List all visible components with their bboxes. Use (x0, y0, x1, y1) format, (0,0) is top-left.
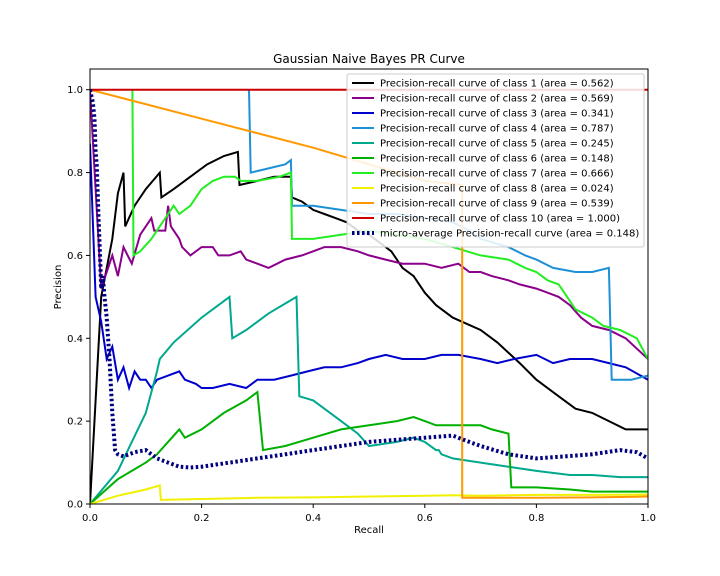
y-tick-label: 1.0 (67, 85, 83, 96)
x-tick-label: 1.0 (640, 513, 656, 524)
legend-entry: Precision-recall curve of class 8 (area … (380, 184, 614, 195)
series-line-5 (90, 295, 648, 504)
y-tick-label: 0.6 (67, 251, 83, 262)
legend-entry: Precision-recall curve of class 1 (area … (380, 79, 614, 90)
legend-entry: Precision-recall curve of class 2 (area … (380, 94, 614, 105)
legend-entry: Precision-recall curve of class 9 (area … (380, 199, 614, 210)
y-tick-label: 0.0 (67, 500, 83, 511)
y-tick-label: 0.8 (67, 168, 83, 179)
legend-entry: Precision-recall curve of class 10 (area… (380, 214, 620, 225)
plot-frame (89, 68, 649, 505)
x-axis-label: Recall (354, 525, 384, 536)
x-axis: 0.0 0.2 0.4 0.6 0.8 1.0 (82, 504, 656, 524)
legend-box (346, 73, 645, 248)
y-axis-label: Precision (53, 265, 64, 310)
legend-entry: Precision-recall curve of class 5 (area … (380, 139, 614, 150)
legend: Precision-recall curve of class 1 (area … (346, 73, 645, 248)
x-tick-label: 0.2 (194, 513, 210, 524)
series-line-3 (90, 143, 648, 392)
x-tick-label: 0.8 (528, 513, 544, 524)
series-line-7 (131, 89, 648, 360)
y-tick-label: 0.4 (67, 334, 83, 345)
chart-title: Gaussian Naive Bayes PR Curve (273, 52, 465, 66)
y-tick-label: 0.2 (67, 417, 83, 428)
x-tick-label: 0.4 (305, 513, 321, 524)
y-axis: 0.0 0.2 0.4 0.6 0.8 1.0 (67, 85, 90, 511)
series-line-6 (90, 390, 648, 504)
legend-entry: micro-average Precision-recall curve (ar… (380, 229, 639, 240)
legend-entry: Precision-recall curve of class 3 (area … (380, 109, 614, 120)
legend-entry: Precision-recall curve of class 7 (area … (380, 169, 614, 180)
legend-entry: Precision-recall curve of class 4 (area … (380, 124, 614, 135)
x-tick-label: 0.0 (82, 513, 98, 524)
x-tick-label: 0.6 (417, 513, 433, 524)
series-line-8 (90, 484, 648, 504)
legend-entry: Precision-recall curve of class 6 (area … (380, 154, 614, 165)
